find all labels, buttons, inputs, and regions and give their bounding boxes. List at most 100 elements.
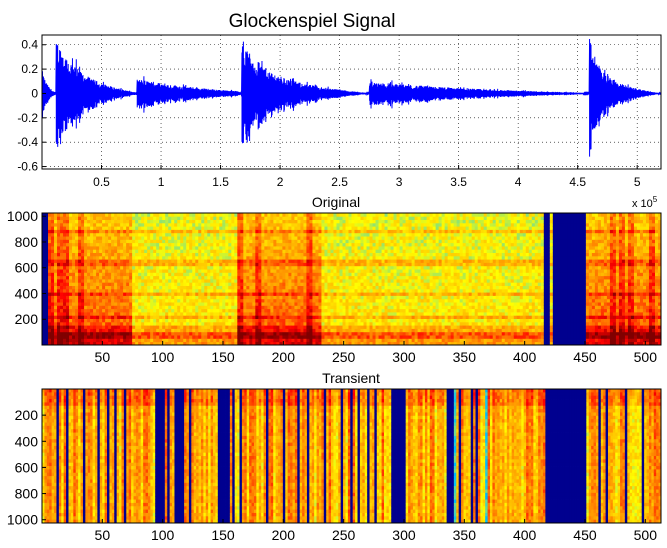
original-cell bbox=[114, 321, 118, 326]
original-cell bbox=[348, 285, 352, 290]
original-cell bbox=[63, 312, 67, 316]
original-cell bbox=[336, 312, 340, 316]
original-cell bbox=[321, 226, 325, 230]
original-cell bbox=[90, 321, 94, 326]
original-cell bbox=[51, 282, 55, 286]
original-cell bbox=[132, 335, 136, 339]
original-cell bbox=[162, 328, 166, 333]
original-cell bbox=[156, 298, 160, 303]
original-cell bbox=[120, 279, 124, 283]
original-cell bbox=[162, 236, 166, 240]
original-cell bbox=[111, 275, 115, 280]
original-cell bbox=[45, 239, 49, 244]
original-cell bbox=[255, 222, 259, 227]
original-cell bbox=[291, 285, 295, 290]
original-cell bbox=[114, 292, 118, 296]
original-cell bbox=[339, 246, 343, 250]
original-cell bbox=[117, 321, 121, 326]
original-cell bbox=[291, 246, 295, 250]
original-cell bbox=[78, 242, 82, 247]
original-cell bbox=[138, 255, 142, 260]
original-cell bbox=[231, 249, 235, 253]
original-cell bbox=[108, 288, 112, 293]
original-cell bbox=[117, 249, 121, 253]
original-cell bbox=[156, 328, 160, 333]
original-cell bbox=[261, 302, 265, 306]
original-cell bbox=[345, 318, 349, 323]
original-cell bbox=[366, 285, 370, 290]
original-cell bbox=[219, 312, 223, 316]
original-cell bbox=[105, 318, 109, 323]
original-cell bbox=[327, 229, 331, 234]
original-cell bbox=[189, 312, 193, 316]
original-cell bbox=[63, 272, 67, 277]
original-cell bbox=[312, 229, 316, 234]
original-cell bbox=[216, 288, 220, 293]
original-cell bbox=[174, 285, 178, 290]
original-cell bbox=[132, 232, 136, 237]
original-cell bbox=[117, 222, 121, 227]
original-cell bbox=[276, 288, 280, 293]
original-cell bbox=[195, 305, 199, 310]
original-cell bbox=[135, 272, 139, 277]
original-cell bbox=[213, 272, 217, 277]
original-cell bbox=[210, 331, 214, 336]
original-cell bbox=[105, 325, 109, 329]
original-cell bbox=[405, 321, 409, 326]
original-cell bbox=[351, 255, 355, 260]
original-cell bbox=[315, 341, 319, 345]
original-cell bbox=[213, 236, 217, 240]
original-cell bbox=[348, 213, 352, 217]
original-cell bbox=[96, 242, 100, 247]
original-cell bbox=[333, 279, 337, 283]
original-cell bbox=[186, 269, 190, 273]
original-cell bbox=[381, 295, 385, 300]
original-cell bbox=[381, 298, 385, 303]
original-cell bbox=[330, 315, 334, 319]
original-cell bbox=[387, 222, 391, 227]
original-cell bbox=[261, 222, 265, 227]
original-cell bbox=[87, 242, 91, 247]
original-cell bbox=[210, 282, 214, 286]
original-cell bbox=[381, 242, 385, 247]
original-cell bbox=[282, 275, 286, 280]
original-cell bbox=[360, 275, 364, 280]
original-cell bbox=[324, 325, 328, 329]
original-cell bbox=[330, 259, 334, 263]
original-cell bbox=[189, 338, 193, 343]
original-cell bbox=[315, 288, 319, 293]
original-cell bbox=[345, 265, 349, 270]
original-cell bbox=[357, 216, 361, 220]
original-cell bbox=[306, 226, 310, 230]
original-cell bbox=[72, 325, 76, 329]
original-cell bbox=[219, 216, 223, 220]
original-cell bbox=[279, 312, 283, 316]
original-cell bbox=[51, 249, 55, 253]
original-cell bbox=[276, 325, 280, 329]
original-cell bbox=[234, 298, 238, 303]
original-cell bbox=[213, 239, 217, 244]
original-cell bbox=[174, 222, 178, 227]
original-cell bbox=[384, 318, 388, 323]
original-cell bbox=[366, 229, 370, 234]
original-cell bbox=[378, 285, 382, 290]
original-cell bbox=[411, 341, 415, 345]
original-cell bbox=[354, 308, 358, 313]
original-cell bbox=[198, 308, 202, 313]
original-cell bbox=[177, 249, 181, 253]
original-cell bbox=[87, 295, 91, 300]
original-cell bbox=[207, 315, 211, 319]
original-cell bbox=[249, 302, 253, 306]
original-cell bbox=[108, 265, 112, 270]
original-cell bbox=[378, 213, 382, 217]
original-cell bbox=[366, 325, 370, 329]
original-cell bbox=[363, 279, 367, 283]
original-cell bbox=[120, 275, 124, 280]
original-cell bbox=[336, 272, 340, 277]
original-cell bbox=[411, 272, 415, 277]
original-cell bbox=[210, 232, 214, 237]
original-cell bbox=[315, 292, 319, 296]
original-cell bbox=[315, 298, 319, 303]
original-cell bbox=[60, 262, 64, 267]
original-cell bbox=[303, 249, 307, 253]
